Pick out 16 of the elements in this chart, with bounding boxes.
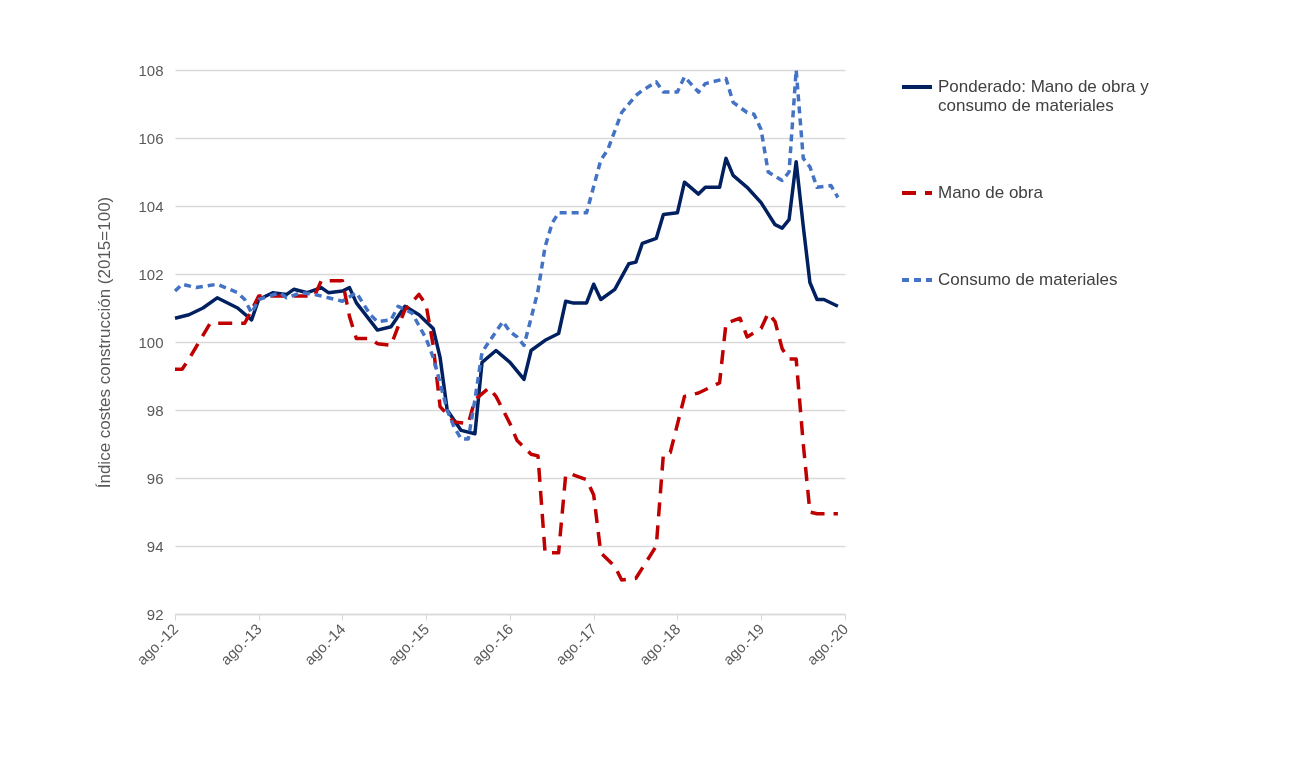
y-tick-label: 94 (146, 537, 164, 555)
y-axis-title: Índice costes construcción (2015=100) (95, 196, 115, 489)
y-tick-label: 104 (138, 197, 164, 215)
y-tick-label: 106 (138, 129, 164, 147)
line-series (173, 68, 840, 441)
y-tick-label: 100 (138, 333, 164, 351)
y-tick-label: 108 (138, 61, 164, 79)
legend-label: Ponderado: Mano de obra y consumo de materiales (938, 77, 1150, 115)
legend-label: Consumo de materiales (938, 270, 1118, 289)
y-tick-label: 96 (146, 469, 164, 487)
line-series (173, 279, 840, 582)
y-tick-label: 98 (146, 401, 164, 419)
y-tick-label: 92 (146, 605, 164, 623)
legend-label: Mano de obra (938, 183, 1044, 202)
line-series (173, 156, 840, 436)
y-tick-label: 102 (138, 265, 164, 283)
